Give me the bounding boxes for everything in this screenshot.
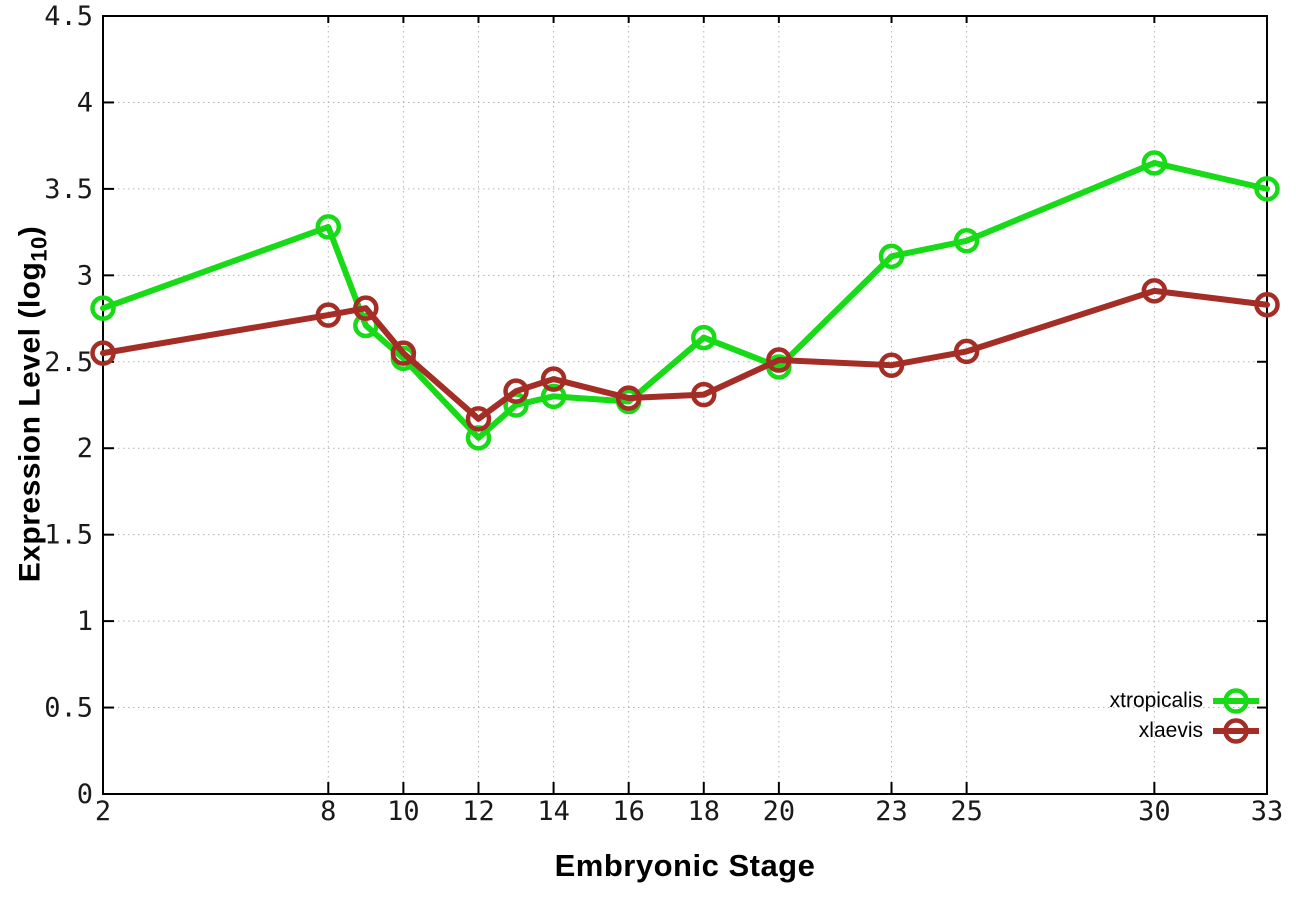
y-tick-label-0: 0: [77, 779, 93, 810]
plot-border: [102, 15, 1268, 795]
x-tick-label-8: 8: [320, 796, 336, 827]
data-point-xlaevis-30: [1141, 278, 1168, 304]
y-tick-label-1.5: 1.5: [44, 520, 93, 551]
legend-label-xtropicalis: xtropicalis: [1109, 689, 1203, 712]
x-tick-label-30: 30: [1138, 796, 1171, 827]
x-axis-title: Embryonic Stage: [554, 848, 816, 883]
y-tick-label-3.5: 3.5: [44, 174, 93, 205]
y-axis-title: Expression Level (log10): [14, 226, 53, 583]
x-tick-label-2: 2: [95, 796, 111, 827]
y-tick-label-1: 1: [77, 606, 93, 637]
data-point-xlaevis-23: [878, 352, 905, 378]
x-tick-label-20: 20: [763, 796, 796, 827]
data-point-xlaevis-8: [315, 302, 342, 328]
y-axis-title-close: ): [13, 225, 47, 237]
legend-marker-circle-icon: [1213, 688, 1259, 714]
y-tick-label-4: 4: [77, 87, 93, 118]
y-axis-title-subscript: 10: [26, 236, 52, 262]
y-tick-label-3: 3: [77, 260, 93, 291]
data-point-xtropicalis-23: [878, 243, 905, 270]
x-tick-label-14: 14: [537, 796, 570, 827]
data-point-xtropicalis-14: [540, 383, 567, 410]
y-tick-label-0.5: 0.5: [44, 693, 93, 724]
legend-item-xlaevis: xlaevis: [1110, 716, 1260, 746]
data-point-xtropicalis-8: [315, 214, 342, 240]
data-point-xlaevis-14: [540, 366, 567, 392]
data-point-xtropicalis-18: [691, 324, 717, 351]
data-point-xlaevis-9: [353, 295, 379, 321]
legend-label-xlaevis: xlaevis: [1138, 719, 1203, 742]
x-tick-label-16: 16: [612, 796, 645, 827]
data-point-xlaevis-16: [615, 385, 642, 411]
data-point-xtropicalis-30: [1141, 150, 1168, 176]
data-point-xtropicalis-2: [90, 295, 116, 321]
legend: xtropicalis xlaevis: [1110, 686, 1260, 746]
data-point-xlaevis-13: [503, 378, 529, 404]
x-tick-label-33: 33: [1251, 796, 1284, 827]
data-point-xlaevis-33: [1254, 291, 1280, 318]
data-point-xlaevis-25: [953, 338, 980, 365]
legend-item-xtropicalis: xtropicalis: [1110, 686, 1260, 716]
x-tick-label-10: 10: [387, 796, 420, 827]
data-point-xtropicalis-33: [1254, 176, 1280, 202]
y-tick-label-2: 2: [77, 433, 93, 464]
data-point-xlaevis-10: [390, 340, 417, 366]
legend-marker-circle-icon: [1213, 718, 1259, 744]
y-axis-title-text: Expression Level (log: [13, 261, 47, 583]
data-point-xlaevis-2: [90, 340, 116, 366]
data-point-xtropicalis-9: [353, 312, 379, 339]
x-tick-label-25: 25: [950, 796, 983, 827]
data-point-xlaevis-12: [465, 406, 492, 432]
data-point-xlaevis-18: [691, 381, 717, 408]
data-point-xlaevis-20: [766, 347, 792, 373]
y-tick-label-4.5: 4.5: [44, 1, 93, 32]
data-point-xtropicalis-25: [953, 228, 980, 254]
y-tick-label-2.5: 2.5: [44, 347, 93, 378]
x-tick-label-23: 23: [875, 796, 908, 827]
x-tick-label-18: 18: [688, 796, 721, 827]
x-tick-label-12: 12: [462, 796, 495, 827]
